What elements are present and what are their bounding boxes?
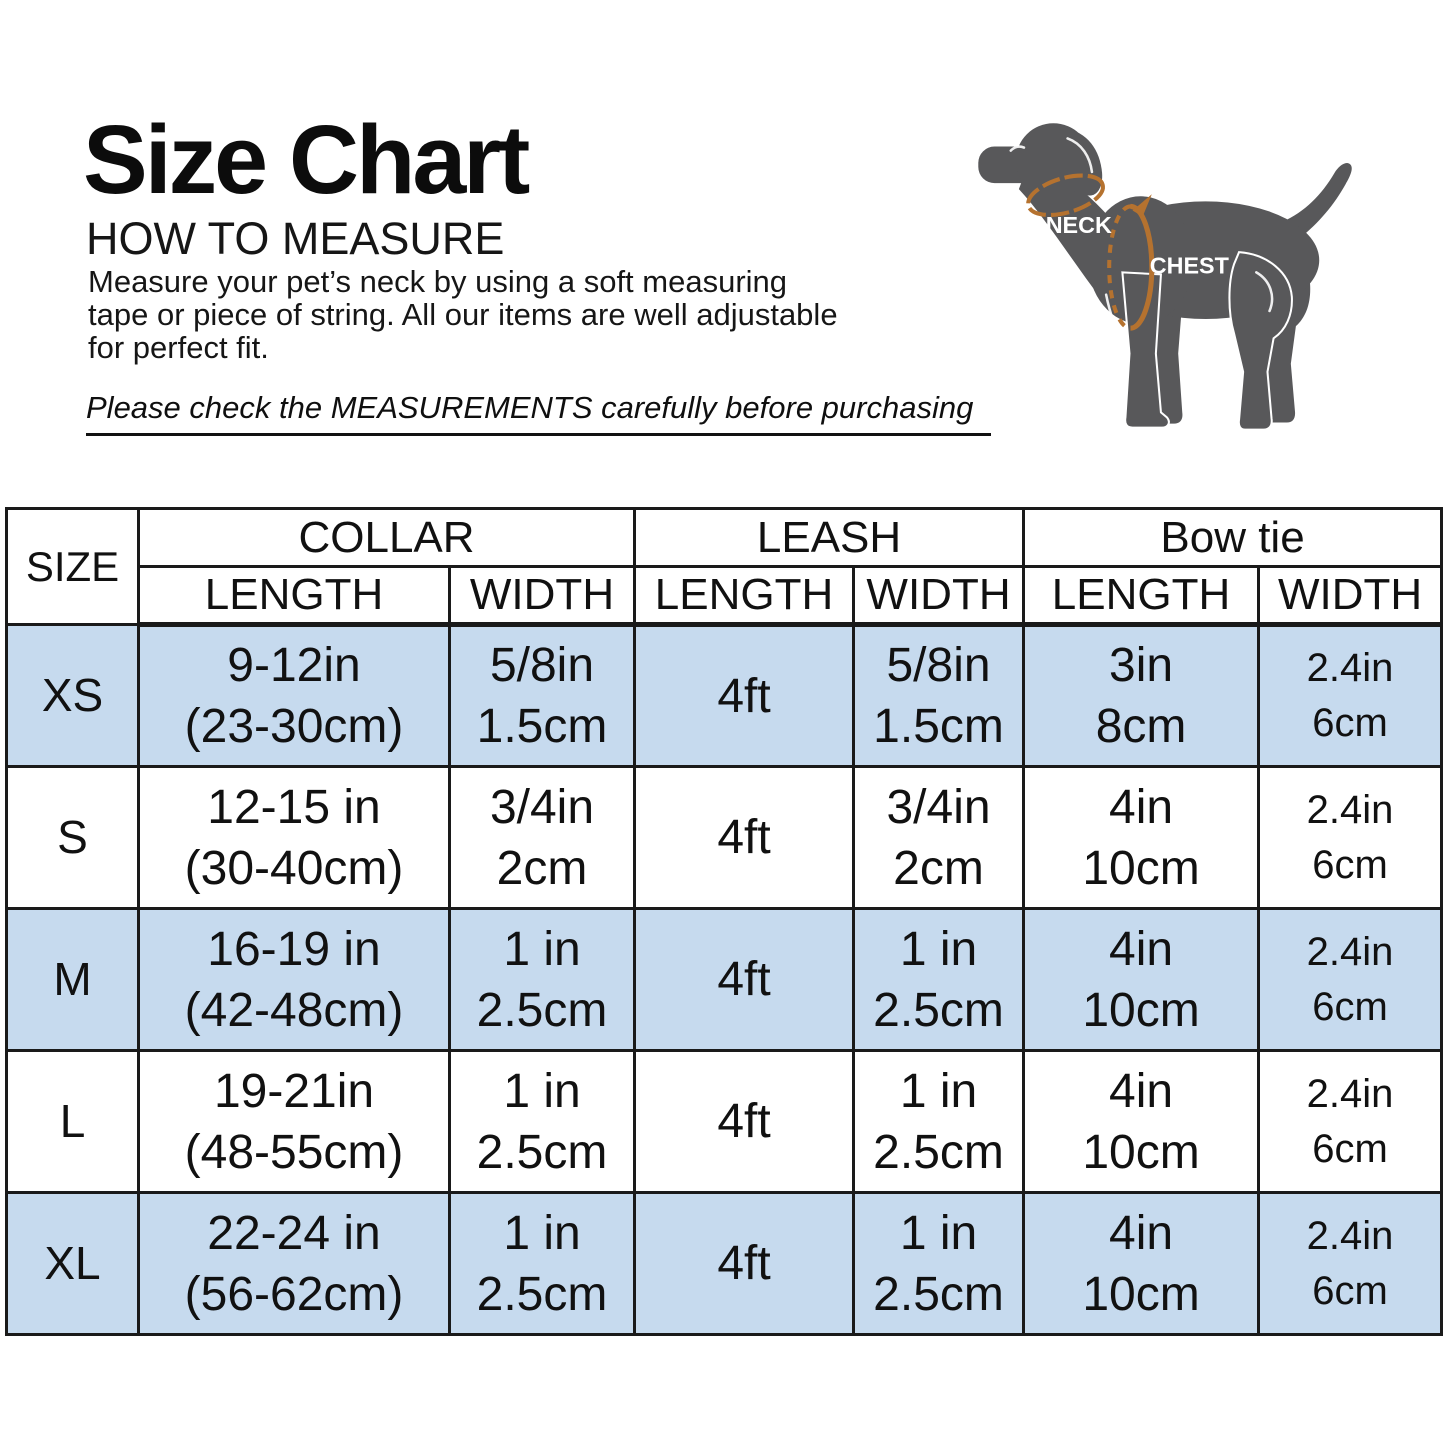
table-cell: 4ft [633,1191,856,1336]
table-cell: 4in 10cm [1022,1191,1261,1336]
measure-instructions: Measure your pet’s neck by using a soft … [88,264,838,365]
measurement-marks [1026,173,1155,331]
table-cell: 2.4in 6cm [1257,1049,1444,1194]
table-row: XL 22-24 in (56-62cm) 1 in 2.5cm 4ft 1 i… [5,1191,1444,1336]
bowtie-length-header: LENGTH [1022,565,1261,627]
how-to-measure-heading: HOW TO MEASURE [86,213,505,264]
page-title: Size Chart [83,105,530,214]
table-sub-header-row: LENGTH WIDTH LENGTH WIDTH LENGTH WIDTH [7,565,1444,627]
size-table: SIZE COLLAR LEASH Bow tie LENGTH WIDTH L… [5,507,1444,1336]
table-row: XS 9-12in (23-30cm) 5/8in 1.5cm 4ft 5/8i… [5,623,1444,768]
table-cell: 4in 10cm [1022,907,1261,1052]
bowtie-width-header: WIDTH [1257,565,1444,627]
table-cell: 3/4in 2cm [852,765,1026,910]
table-cell: 22-24 in (56-62cm) [137,1191,451,1336]
table-cell: 4ft [633,623,856,768]
table-cell: 1 in 2.5cm [447,1049,637,1194]
chest-label: CHEST [1150,252,1229,278]
table-cell: 9-12in (23-30cm) [137,623,451,768]
bowtie-group-header: Bow tie [1022,507,1444,568]
table-cell: 16-19 in (42-48cm) [137,907,451,1052]
table-cell: 1 in 2.5cm [852,1049,1026,1194]
fur-highlight-lines [1009,137,1274,341]
table-cell: 5/8in 1.5cm [447,623,637,768]
table-cell: 4in 10cm [1022,765,1261,910]
leash-width-header: WIDTH [852,565,1026,627]
table-cell: 2.4in 6cm [1257,765,1444,910]
table-cell: 2.4in 6cm [1257,1191,1444,1336]
chest-measure-ellipse-dashed [1107,204,1131,331]
table-cell: 4ft [633,907,856,1052]
size-cell: L [5,1049,140,1194]
neck-label: NECK [1046,212,1112,238]
size-column-header: SIZE [5,507,140,626]
dog-measurement-diagram: NECK CHEST [978,123,1352,431]
collar-group-header: COLLAR [136,507,637,568]
size-cell: M [5,907,140,1052]
table-cell: 3/4in 2cm [447,765,637,910]
arrow-icon [1132,194,1152,217]
table-row: L 19-21in (48-55cm) 1 in 2.5cm 4ft 1 in … [5,1049,1444,1194]
collar-width-header: WIDTH [447,565,637,627]
table-row: S 12-15 in (30-40cm) 3/4in 2cm 4ft 3/4in… [5,765,1444,910]
table-cell: 4ft [633,765,856,910]
table-cell: 5/8in 1.5cm [852,623,1026,768]
table-cell: 1 in 2.5cm [447,907,637,1052]
table-cell: 19-21in (48-55cm) [137,1049,451,1194]
table-cell: 1 in 2.5cm [852,907,1026,1052]
table-cell: 3in 8cm [1022,623,1261,768]
table-cell: 4ft [633,1049,856,1194]
size-cell: XL [5,1191,140,1336]
measurements-note: Please check the MEASUREMENTS carefully … [86,390,992,436]
table-cell: 1 in 2.5cm [852,1191,1026,1336]
table-cell: 2.4in 6cm [1257,623,1444,768]
size-cell: XS [5,623,140,768]
size-cell: S [5,765,140,910]
table-cell: 4in 10cm [1022,1049,1261,1194]
leash-group-header: LEASH [633,507,1026,568]
collar-length-header: LENGTH [137,565,451,627]
neck-measure-ellipse [1026,173,1105,217]
table-group-header-row: SIZE COLLAR LEASH Bow tie [5,507,1444,626]
table-cell: 12-15 in (30-40cm) [137,765,451,910]
leash-length-header: LENGTH [633,565,856,627]
table-row: M 16-19 in (42-48cm) 1 in 2.5cm 4ft 1 in… [5,907,1444,1052]
table-cell: 2.4in 6cm [1257,907,1444,1052]
table-cell: 1 in 2.5cm [447,1191,637,1336]
